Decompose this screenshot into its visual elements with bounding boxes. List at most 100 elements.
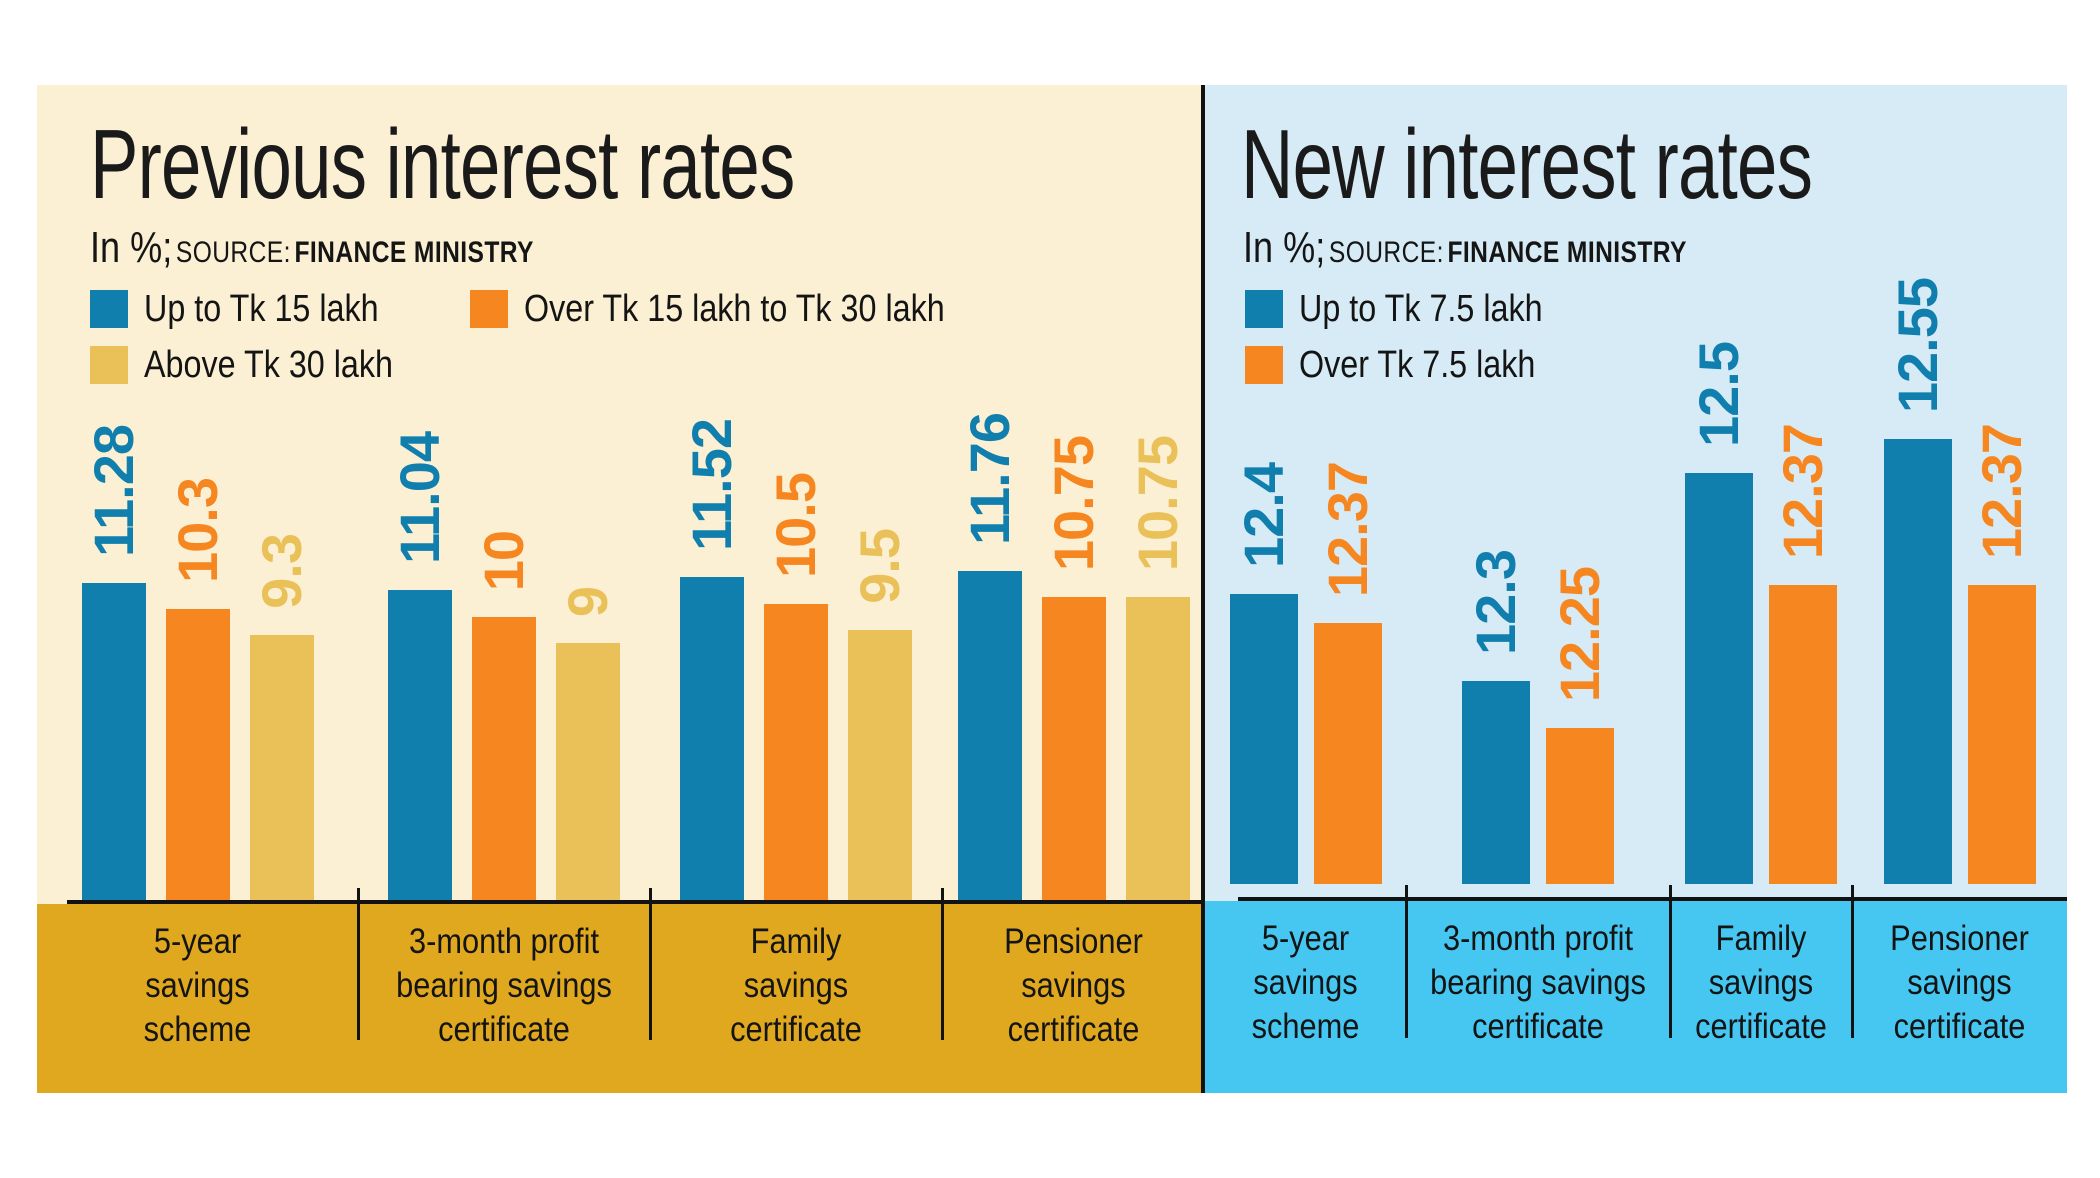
- source-label: SOURCE:: [1328, 236, 1444, 269]
- bar-orange: [472, 617, 536, 900]
- bar-value-label: 11.52: [680, 418, 743, 551]
- x-axis-line: [67, 900, 1201, 904]
- legend-item: Up to Tk 15 lakh: [90, 288, 420, 331]
- legend: Up to Tk 15 lakh Over Tk 15 lakh to Tk 3…: [90, 288, 1069, 401]
- bar-with-label: 11.28: [81, 424, 146, 900]
- bar-with-label: 11.52: [680, 419, 744, 900]
- bar-gold: [1125, 597, 1190, 900]
- x-axis-line: [1238, 897, 2067, 901]
- category-cell: Pensioner savings certificate: [942, 904, 1205, 1093]
- bar-with-label: 11.76: [957, 412, 1022, 900]
- bar-value-label: 12.37: [1771, 423, 1834, 559]
- bar-with-label: 10.75: [1125, 435, 1190, 900]
- legend-label: Up to Tk 15 lakh: [144, 287, 379, 330]
- category-divider: [1669, 885, 1672, 1038]
- legend-item: Over Tk 7.5 lakh: [1245, 344, 1577, 387]
- bar-value-label: 11.28: [81, 424, 145, 557]
- unit-label: In %;: [90, 223, 173, 272]
- bar-with-label: 10.75: [1041, 435, 1106, 900]
- category-label: Pensioner savings certificate: [1890, 919, 2029, 1046]
- bar-value-label: 10.75: [1041, 435, 1105, 571]
- bar-with-label: 12.25: [1546, 567, 1614, 884]
- bar-with-label: 12.55: [1883, 277, 1952, 884]
- bar-value-label: 12.37: [1315, 461, 1379, 597]
- bar-value-label: 10.75: [1125, 435, 1189, 571]
- bar-orange: [1967, 585, 2036, 884]
- bar-value-label: 11.76: [957, 412, 1021, 545]
- bar-value-label: 12.25: [1548, 566, 1611, 702]
- legend-swatch-gold: [90, 346, 128, 384]
- bar-orange: [1041, 597, 1106, 900]
- category-axis-strip: 5-year savings scheme 3-month profit bear…: [37, 904, 1205, 1093]
- bar-orange: [1769, 585, 1837, 884]
- chart-title-new: New interest rates: [1241, 109, 1813, 219]
- bar-blue: [680, 577, 744, 900]
- bar-group: 11.28 10.3 9.3: [37, 425, 358, 900]
- category-label: Family savings certificate: [1695, 919, 1827, 1046]
- bar-group: 12.4 12.37: [1205, 462, 1406, 884]
- bar-group: 11.04 10 9: [358, 432, 650, 900]
- bar-with-label: 12.37: [1313, 461, 1382, 884]
- category-label: 5-year savings scheme: [1251, 919, 1360, 1046]
- bar-groups: 12.4 12.37 12.3 12.25 12.5 12.37 12.55 12.37: [1205, 278, 2067, 884]
- category-axis-strip: 5-year savings scheme 3-month profit bear…: [1205, 901, 2067, 1093]
- bar-value-label: 12.55: [1885, 277, 1949, 413]
- bar-orange: [1313, 623, 1382, 884]
- panel-previous-rates: Previous interest rates In %; SOURCE: FI…: [37, 85, 1205, 1093]
- legend-swatch-blue: [90, 290, 128, 328]
- bar-gold: [249, 635, 314, 900]
- bar-value-label: 12.4: [1231, 463, 1295, 568]
- category-cell: 5-year savings scheme: [37, 904, 358, 1093]
- bar-group: 12.5 12.37: [1670, 342, 1852, 884]
- legend-swatch-blue: [1245, 290, 1283, 328]
- bar-gold: [556, 643, 620, 900]
- bar-with-label: 9.3: [249, 534, 314, 900]
- category-divider: [649, 888, 652, 1040]
- legend-label: Over Tk 7.5 lakh: [1299, 343, 1536, 386]
- category-label: 5-year savings scheme: [143, 922, 252, 1049]
- bar-value-label: 10.5: [764, 473, 827, 578]
- legend-swatch-orange: [470, 290, 509, 328]
- bar-blue: [1883, 439, 1952, 884]
- chart-subtitle: In %; SOURCE: FINANCE MINISTRY: [1243, 223, 1784, 273]
- bar-value-label: 10.3: [165, 478, 229, 583]
- bar-group: 11.52 10.5 9.5: [650, 419, 942, 900]
- category-cell: Pensioner savings certificate: [1852, 901, 2067, 1093]
- chart-subtitle: In %; SOURCE: FINANCE MINISTRY: [90, 223, 631, 273]
- legend-label: Up to Tk 7.5 lakh: [1299, 287, 1543, 330]
- source-label: SOURCE:: [175, 236, 291, 269]
- bar-value-label: 12.37: [1969, 423, 2033, 559]
- source-value: FINANCE MINISTRY: [294, 236, 534, 269]
- bar-blue: [957, 571, 1022, 900]
- bar-orange: [1546, 728, 1614, 884]
- bar-with-label: 12.5: [1685, 342, 1753, 884]
- bar-blue: [388, 590, 452, 900]
- bar-blue: [1462, 681, 1530, 884]
- bar-group: 12.55 12.37: [1852, 278, 2067, 884]
- bar-with-label: 12.37: [1769, 424, 1837, 884]
- bar-value-label: 10: [472, 530, 535, 591]
- panel-separator-line: [1201, 85, 1205, 1093]
- bar-orange: [165, 609, 230, 900]
- category-cell: Family savings certificate: [1670, 901, 1852, 1093]
- unit-label: In %;: [1243, 223, 1326, 272]
- bar-with-label: 12.3: [1462, 550, 1530, 884]
- bar-orange: [764, 604, 828, 900]
- bar-groups: 11.28 10.3 9.3 11.04 10 9 11.52 10.5 9.5 11.76 10.…: [37, 413, 1205, 900]
- bar-blue: [1229, 594, 1298, 884]
- legend-item: Over Tk 15 lakh to Tk 30 lakh: [470, 288, 1019, 331]
- legend-swatch-orange: [1245, 346, 1283, 384]
- category-divider: [357, 888, 360, 1040]
- category-divider: [1851, 885, 1854, 1038]
- bar-value-label: 9.3: [249, 534, 313, 609]
- panel-new-rates: New interest rates In %; SOURCE: FINANCE…: [1205, 85, 2067, 1093]
- category-label: Family savings certificate: [730, 922, 862, 1049]
- bar-value-label: 12.5: [1687, 342, 1750, 447]
- source-value: FINANCE MINISTRY: [1447, 236, 1687, 269]
- bar-value-label: 11.04: [388, 431, 451, 564]
- category-label: 3-month profit bearing savings certifica…: [1430, 919, 1646, 1046]
- bar-group: 12.3 12.25: [1406, 550, 1670, 884]
- bar-group: 11.76 10.75 10.75: [942, 413, 1205, 900]
- bar-with-label: 9: [556, 587, 620, 900]
